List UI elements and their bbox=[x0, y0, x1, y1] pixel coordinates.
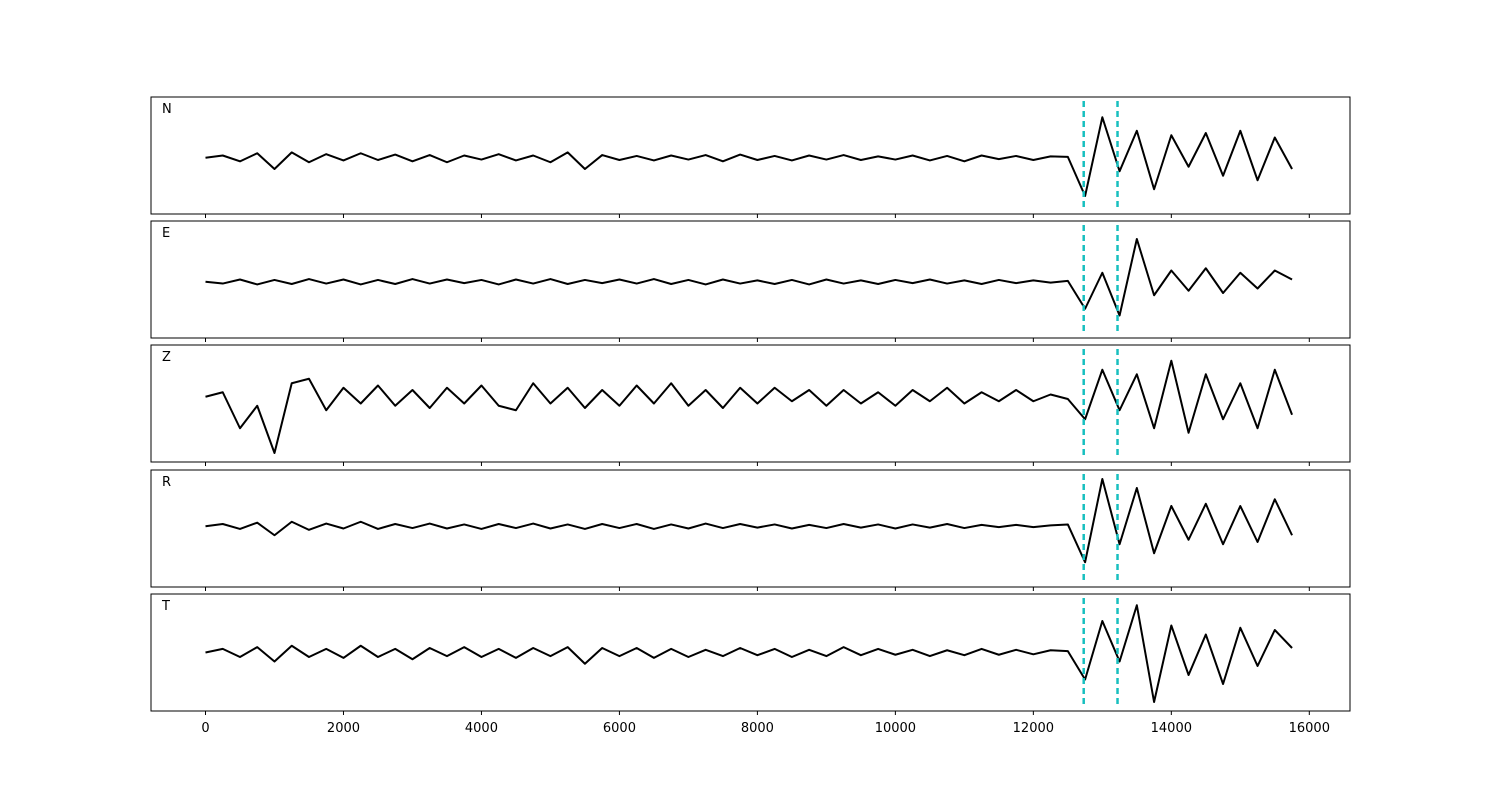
panel: N bbox=[150, 96, 1351, 218]
x-tick-label: 8000 bbox=[741, 721, 774, 736]
panel-label: N bbox=[162, 102, 172, 117]
panel-frame bbox=[150, 220, 1351, 339]
panel-frame bbox=[150, 469, 1351, 588]
plot-area bbox=[205, 359, 1293, 454]
trace-line bbox=[205, 604, 1293, 703]
panel-label: E bbox=[162, 226, 170, 241]
trace-line bbox=[205, 359, 1293, 454]
plot-area bbox=[205, 478, 1293, 564]
panel-frame bbox=[150, 344, 1351, 463]
x-tick-label: 16000 bbox=[1289, 721, 1330, 736]
x-tick-label: 2000 bbox=[327, 721, 360, 736]
plot-area bbox=[205, 604, 1293, 703]
panel-label: T bbox=[161, 599, 170, 614]
panel-frame bbox=[150, 96, 1351, 215]
panel-label: R bbox=[162, 475, 171, 490]
x-tick-label: 12000 bbox=[1013, 721, 1054, 736]
x-tick-label: 14000 bbox=[1151, 721, 1192, 736]
trace-line bbox=[205, 238, 1293, 317]
plot-area bbox=[205, 238, 1293, 317]
panel: Z bbox=[150, 344, 1351, 466]
panel-label: Z bbox=[162, 350, 171, 365]
panel: E bbox=[150, 220, 1351, 342]
panel: T 0 2000 4000 6000 8000 10000 12000 14000 16000 bbox=[150, 593, 1351, 736]
x-tick-label: 10000 bbox=[875, 721, 916, 736]
trace-line bbox=[205, 478, 1293, 564]
x-tick-label: 4000 bbox=[465, 721, 498, 736]
plot-area bbox=[205, 116, 1293, 197]
x-tick-label: 6000 bbox=[603, 721, 636, 736]
panel: R bbox=[150, 469, 1351, 591]
x-tick-label: 0 bbox=[201, 721, 209, 736]
panel-frame bbox=[150, 593, 1351, 712]
trace-line bbox=[205, 116, 1293, 197]
